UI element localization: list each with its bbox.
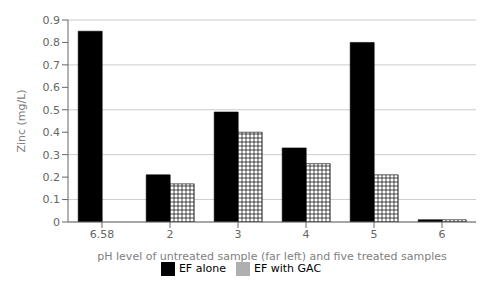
svg-text:0.7: 0.7 [43,59,61,72]
svg-text:0.3: 0.3 [43,149,61,162]
svg-text:2: 2 [167,228,174,241]
svg-text:0: 0 [53,216,60,229]
svg-text:0.9: 0.9 [43,14,61,27]
svg-text:0.5: 0.5 [43,104,61,117]
svg-text:Zinc (mg/L): Zinc (mg/L) [15,89,28,152]
svg-text:0.6: 0.6 [43,81,61,94]
html-text:EF alone: EF alone [178,262,226,275]
svg-text:0.8: 0.8 [43,36,61,49]
svg-text:pH level of untreated sample (: pH level of untreated sample (far left) … [97,250,447,263]
svg-text:3: 3 [235,228,242,241]
svg-text:5: 5 [371,228,378,241]
svg-text:6: 6 [439,228,446,241]
html-text:EF with GAC: EF with GAC [253,262,322,275]
svg-text:6.58: 6.58 [90,228,115,241]
svg-text:0.1: 0.1 [43,193,61,206]
svg-text:4: 4 [303,228,310,241]
svg-text:0.4: 0.4 [43,126,61,139]
svg-text:0.2: 0.2 [43,171,61,184]
